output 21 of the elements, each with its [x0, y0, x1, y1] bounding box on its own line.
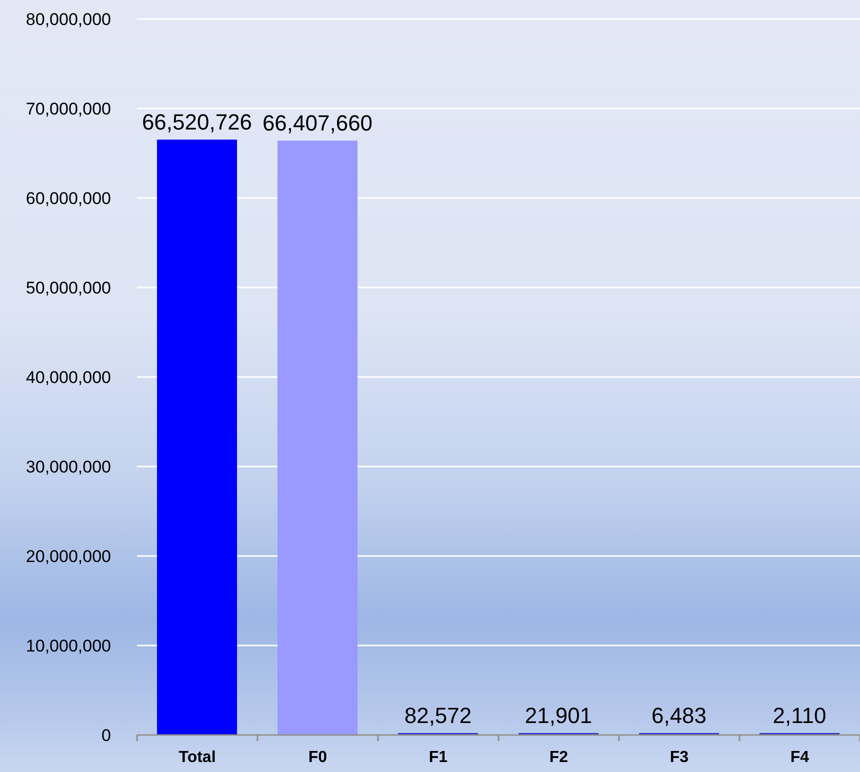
y-tick-label: 80,000,000 — [26, 10, 111, 30]
data-label: 82,572 — [404, 703, 472, 728]
data-label: 6,483 — [651, 703, 707, 728]
y-tick-label: 60,000,000 — [26, 189, 111, 208]
x-tick-label: F4 — [790, 749, 810, 766]
y-tick-label: 10,000,000 — [26, 636, 111, 656]
y-tick-label: 70,000,000 — [26, 100, 111, 119]
data-label: 21,901 — [524, 703, 592, 728]
y-tick-label: 0 — [102, 726, 111, 746]
y-tick-label: 30,000,000 — [26, 458, 111, 477]
x-tick-label: F3 — [670, 749, 689, 766]
data-label: 66,520,726 — [142, 110, 252, 135]
y-tick-label: 50,000,000 — [26, 278, 111, 298]
data-label: 2,110 — [772, 703, 826, 728]
x-tick-label: F2 — [549, 749, 568, 766]
data-label: 66,407,660 — [262, 110, 373, 136]
y-tick-label: 20,000,000 — [26, 547, 111, 566]
x-tick-label: F0 — [308, 749, 328, 766]
y-tick-label: 40,000,000 — [26, 368, 111, 388]
x-tick-label: F1 — [428, 749, 448, 766]
x-tick-label: Total — [178, 749, 216, 766]
